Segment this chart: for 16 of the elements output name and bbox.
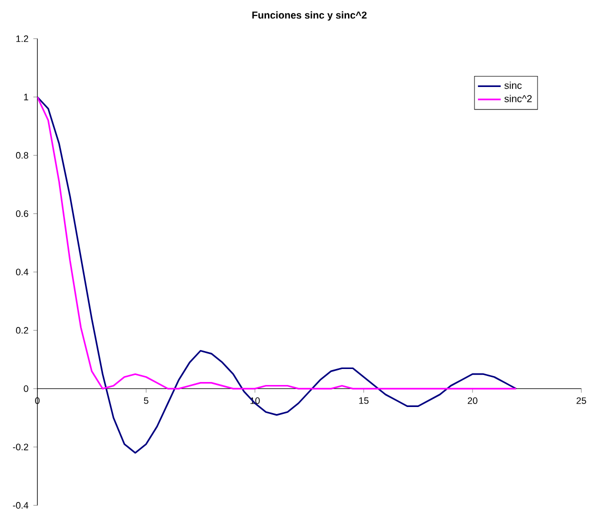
y-tick-label: 0 — [24, 385, 28, 392]
y-tick-label: 0.8 — [16, 152, 28, 159]
y-tick-label: 1 — [24, 94, 28, 100]
y-tick-label: -0.4 — [12, 502, 28, 509]
x-tick-label: 5 — [144, 397, 148, 404]
y-tick-label: -0.2 — [12, 444, 28, 450]
legend-label: sinc^2 — [504, 94, 532, 102]
y-tick-label: 0.2 — [16, 327, 28, 334]
x-tick-label: 25 — [576, 397, 586, 404]
chart-title: Funciones sinc y sinc^2 — [252, 11, 367, 21]
x-tick-label: 15 — [359, 397, 369, 404]
legend-label: sinc — [504, 82, 522, 89]
y-tick-label: 0.4 — [16, 268, 28, 276]
y-tick-label: 0.6 — [16, 210, 28, 217]
y-tick-label: 1.2 — [16, 35, 28, 42]
x-tick-label: 20 — [468, 397, 478, 404]
